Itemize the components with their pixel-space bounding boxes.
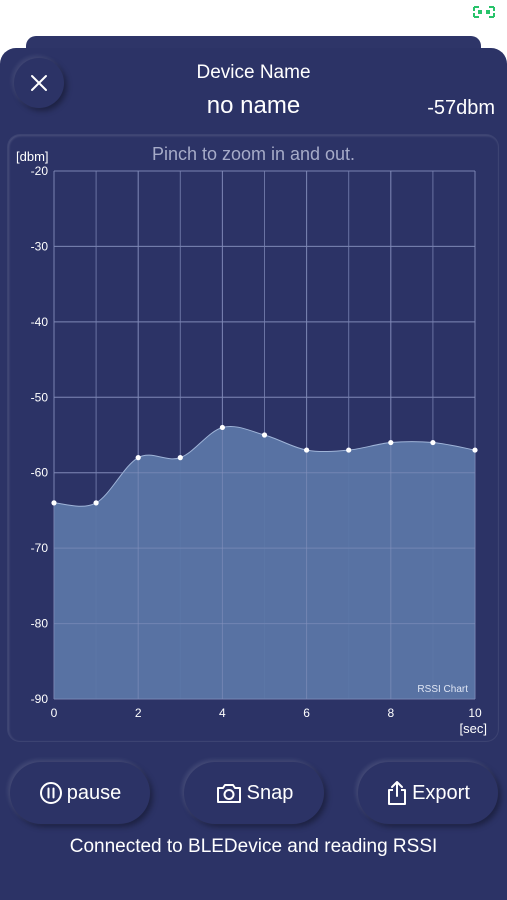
y-tick-label: -90 [31, 692, 49, 706]
export-label: Export [412, 781, 470, 804]
close-button[interactable] [14, 58, 64, 108]
y-tick-label: -40 [31, 315, 49, 329]
y-tick-label: -60 [31, 466, 49, 480]
x-tick-label: 2 [135, 706, 142, 720]
status-indicator-icon [473, 6, 495, 18]
y-axis-ticks: -20 -30 -40 -50 -60 -70 -80 -90 [31, 164, 49, 706]
x-tick-label: 10 [468, 706, 482, 720]
share-icon [388, 781, 407, 805]
camera-icon [216, 784, 241, 803]
data-point [261, 432, 268, 438]
chart-hint: Pinch to zoom in and out. [151, 144, 356, 164]
x-tick-label: 8 [387, 706, 394, 720]
data-point [430, 439, 436, 446]
device-name-value: no name [206, 92, 301, 119]
data-point [51, 500, 57, 506]
x-axis-label: [sec] [460, 721, 487, 736]
y-tick-label: -70 [31, 541, 49, 555]
pause-label: pause [66, 781, 122, 804]
pause-button[interactable]: pause [10, 762, 150, 824]
data-point [93, 500, 99, 506]
data-point [177, 455, 183, 461]
rssi-value: -57dbm [427, 97, 495, 119]
data-point [472, 447, 478, 453]
x-axis-ticks: 0 2 4 6 8 10 [51, 706, 482, 720]
y-tick-label: -50 [31, 390, 49, 404]
x-tick-label: 6 [303, 706, 310, 720]
connection-status: Connected to BLEDevice and reading RSSI [69, 836, 438, 857]
data-point [388, 439, 394, 446]
pause-icon [39, 782, 62, 804]
data-point [135, 455, 141, 461]
y-tick-label: -80 [31, 617, 49, 631]
y-tick-label: -30 [31, 239, 49, 253]
close-icon [31, 75, 47, 91]
data-point [219, 424, 225, 431]
chart-title-label: RSSI Chart [417, 684, 468, 695]
export-button[interactable]: Export [358, 762, 498, 824]
snap-label: Snap [246, 781, 294, 804]
rssi-area [54, 426, 475, 699]
y-axis-label: [dbm] [16, 149, 49, 164]
data-point [346, 447, 352, 453]
chart-points [51, 424, 478, 506]
snap-button[interactable]: Snap [184, 762, 324, 824]
x-tick-label: 4 [219, 706, 226, 720]
device-name-label: Device Name [196, 62, 311, 83]
chart-grid-overlay [53, 170, 476, 700]
x-tick-label: 0 [51, 706, 58, 720]
y-tick-label: -20 [31, 164, 49, 178]
data-point [304, 447, 310, 453]
rssi-chart[interactable]: -20 -30 -40 -50 -60 -70 -80 -90 0 2 4 6 8 10 [dbm] [… [0, 0, 507, 760]
